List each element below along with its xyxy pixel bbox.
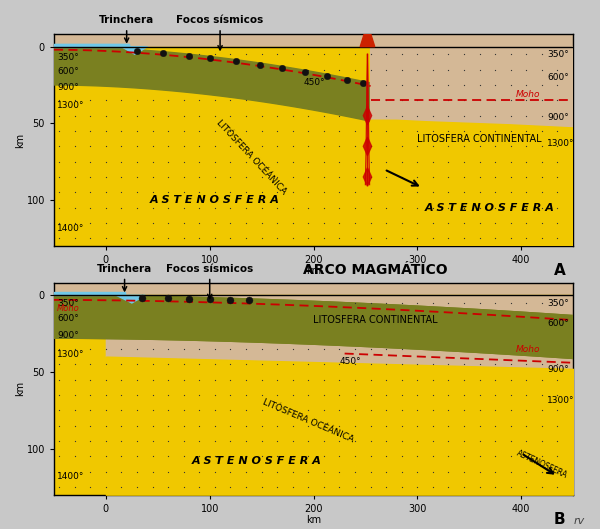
Text: ARCO MAGMÁTICO: ARCO MAGMÁTICO	[304, 263, 448, 277]
Polygon shape	[54, 47, 376, 122]
X-axis label: km: km	[306, 267, 321, 276]
Text: ASTENOSFERA: ASTENOSFERA	[515, 448, 569, 480]
Y-axis label: km: km	[15, 381, 25, 396]
Point	[132, 47, 142, 56]
Polygon shape	[121, 47, 148, 54]
Text: Trinchera: Trinchera	[99, 15, 154, 42]
Text: Focos sísmicos: Focos sísmicos	[166, 264, 253, 298]
Text: Trinchera: Trinchera	[97, 264, 152, 291]
Text: 900°: 900°	[57, 83, 79, 92]
Point	[244, 296, 254, 305]
Point	[137, 294, 147, 302]
Point	[158, 49, 168, 58]
Text: rv: rv	[574, 516, 585, 526]
Polygon shape	[54, 43, 129, 47]
Text: A S T E N O S F E R A: A S T E N O S F E R A	[150, 195, 280, 205]
Text: 1300°: 1300°	[57, 101, 85, 110]
Text: Moho: Moho	[516, 90, 541, 99]
Text: 450°: 450°	[303, 78, 325, 87]
Point	[255, 60, 265, 69]
Point	[184, 295, 194, 303]
Text: 1400°: 1400°	[57, 224, 85, 233]
Point	[205, 295, 215, 304]
Point	[184, 51, 194, 60]
Polygon shape	[54, 295, 573, 359]
Polygon shape	[371, 47, 573, 128]
Text: LITOSFERA CONTINENTAL: LITOSFERA CONTINENTAL	[417, 134, 542, 144]
Y-axis label: km: km	[15, 133, 25, 148]
Polygon shape	[364, 106, 371, 125]
Text: 600°: 600°	[547, 319, 569, 328]
Text: 350°: 350°	[57, 53, 79, 62]
Text: 350°: 350°	[547, 299, 569, 308]
Text: 600°: 600°	[57, 314, 79, 323]
Point	[359, 79, 368, 87]
Point	[322, 71, 332, 80]
Text: 900°: 900°	[57, 331, 79, 340]
Polygon shape	[360, 24, 375, 47]
Text: 900°: 900°	[547, 113, 569, 122]
Text: A: A	[553, 263, 565, 278]
Text: 1300°: 1300°	[547, 139, 575, 148]
Polygon shape	[364, 168, 371, 186]
Text: LITÓSFERA OCÉÁNICA: LITÓSFERA OCÉÁNICA	[214, 118, 288, 196]
Polygon shape	[54, 295, 573, 359]
Point	[205, 54, 215, 62]
Polygon shape	[364, 137, 371, 156]
Point	[301, 68, 310, 76]
Text: A S T E N O S F E R A: A S T E N O S F E R A	[191, 456, 322, 466]
Text: B: B	[554, 512, 565, 526]
Text: LITOSFERA CONTINENTAL: LITOSFERA CONTINENTAL	[313, 315, 438, 325]
Text: 450°: 450°	[340, 357, 361, 366]
Text: 350°: 350°	[547, 50, 569, 59]
Point	[226, 296, 235, 304]
Text: 1400°: 1400°	[57, 472, 85, 481]
Text: 900°: 900°	[547, 365, 569, 374]
Text: 1300°: 1300°	[57, 350, 85, 359]
Text: 350°: 350°	[57, 299, 79, 308]
Text: Moho: Moho	[57, 304, 80, 313]
Point	[231, 57, 241, 66]
Text: 600°: 600°	[57, 67, 79, 76]
Text: Moho: Moho	[516, 345, 541, 354]
Text: Focos sísmicos: Focos sísmicos	[176, 15, 264, 50]
Point	[278, 64, 287, 72]
Text: 1300°: 1300°	[547, 396, 575, 405]
X-axis label: km: km	[306, 515, 321, 525]
Text: 600°: 600°	[547, 74, 569, 83]
Text: LITÓSFERA OCÉÁNICA: LITÓSFERA OCÉÁNICA	[262, 398, 355, 444]
Text: A S T E N O S F E R A: A S T E N O S F E R A	[425, 203, 555, 213]
Point	[342, 75, 352, 84]
Polygon shape	[371, 120, 573, 246]
Point	[163, 294, 173, 303]
Polygon shape	[116, 295, 145, 303]
